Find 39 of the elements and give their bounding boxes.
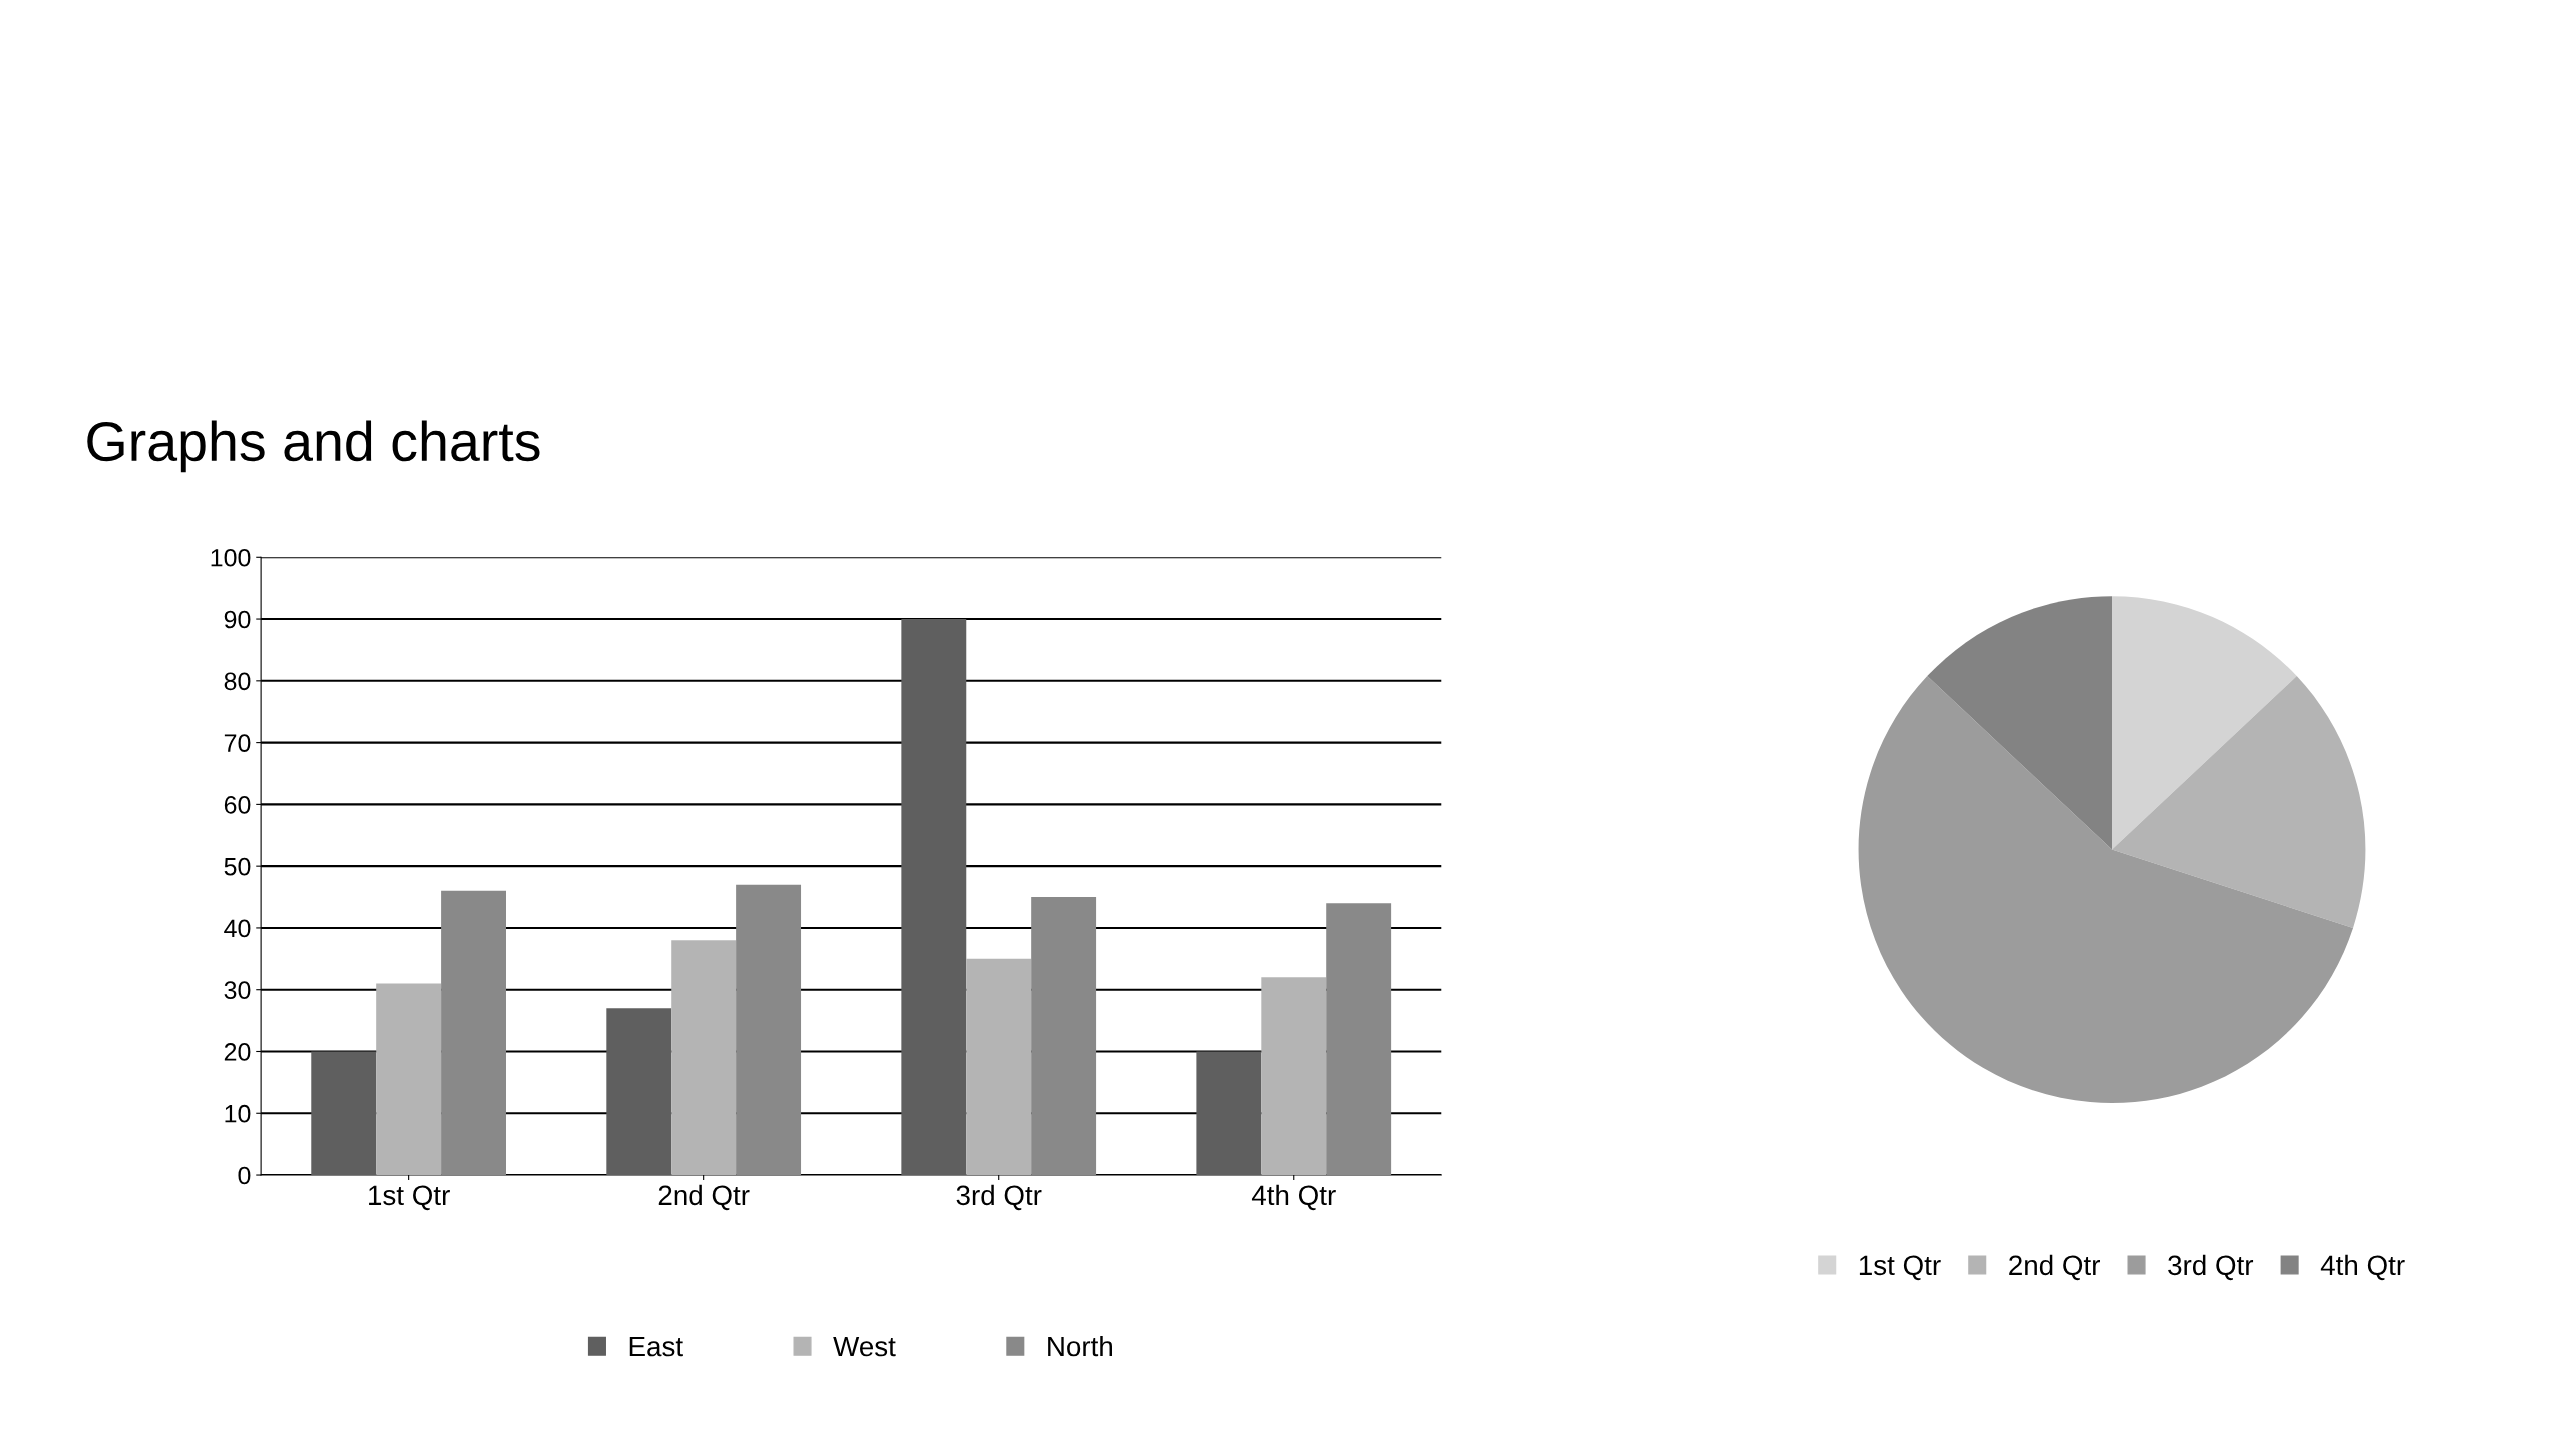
- bar: [1031, 897, 1097, 1176]
- bar: [671, 940, 737, 1176]
- y-tick-label: 100: [211, 548, 251, 567]
- x-tick-label: 4th Qtr: [1251, 1184, 1336, 1211]
- x-tick-label: 3rd Qtr: [956, 1184, 1042, 1211]
- pie-slice: [1858, 676, 2354, 1104]
- pie-slice: [2112, 596, 2297, 850]
- bar: [441, 890, 506, 1176]
- y-tick-label: 10: [225, 1104, 251, 1123]
- y-tick-label: 60: [224, 795, 251, 814]
- y-tick-label: 70: [224, 734, 251, 752]
- bar: [966, 958, 1032, 1176]
- pie-slice: [2112, 676, 2366, 928]
- pie-slice: [1927, 596, 2112, 850]
- bar: [736, 884, 802, 1176]
- y-tick-label: 0: [238, 1166, 251, 1185]
- legend-label: 2nd Qtr: [2009, 1254, 2100, 1281]
- chart-title: Graphs and charts: [87, 420, 540, 473]
- legend-label: North: [1048, 1335, 1112, 1357]
- bar: [606, 1008, 672, 1176]
- legend-label: 1st Qtr: [1859, 1255, 1941, 1281]
- bar: [901, 619, 967, 1176]
- x-tick-label: 2nd Qtr: [658, 1184, 750, 1211]
- bar: [1326, 903, 1392, 1176]
- bar: [376, 983, 442, 1176]
- y-tick-label: 30: [224, 981, 251, 1000]
- y-tick-label: 20: [224, 1043, 251, 1061]
- bar: [1196, 1051, 1262, 1176]
- y-tick-label: 90: [224, 610, 251, 629]
- y-tick-label: 80: [224, 672, 251, 691]
- y-tick-label: 50: [224, 857, 251, 876]
- bar: [1261, 977, 1327, 1176]
- bar: [311, 1051, 377, 1176]
- y-tick-label: 40: [224, 919, 251, 938]
- x-tick-label: 1st Qtr: [369, 1185, 450, 1211]
- legend-label: West: [833, 1336, 896, 1357]
- legend-label: 4th Qtr: [2320, 1254, 2405, 1281]
- legend-label: East: [629, 1336, 683, 1357]
- legend-label: 3rd Qtr: [2168, 1254, 2254, 1281]
